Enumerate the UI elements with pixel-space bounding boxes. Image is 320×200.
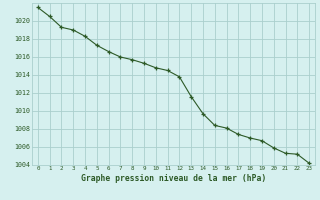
- X-axis label: Graphe pression niveau de la mer (hPa): Graphe pression niveau de la mer (hPa): [81, 174, 266, 183]
